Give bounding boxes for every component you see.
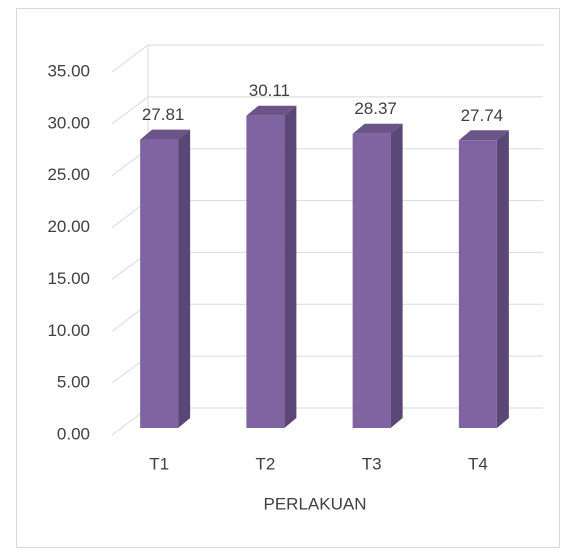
bar-side — [178, 129, 191, 429]
bar-top — [140, 129, 191, 140]
value-label: 27.74 — [461, 106, 504, 125]
bar-top — [458, 130, 509, 141]
y-tick-label: 10.00 — [47, 321, 90, 340]
y-tick-label: 0.00 — [57, 424, 90, 443]
bar — [140, 129, 191, 429]
bar — [458, 130, 509, 428]
value-label: 30.11 — [249, 81, 290, 100]
bar — [246, 105, 297, 429]
y-tick-label: 30.00 — [47, 113, 90, 132]
x-tick-label: T3 — [362, 454, 382, 473]
value-label: 27.81 — [142, 105, 185, 124]
bar-top — [352, 123, 403, 134]
y-tick-label: 5.00 — [57, 373, 90, 392]
bar-front — [246, 115, 285, 429]
value-label: 28.37 — [354, 99, 397, 118]
bar-front — [458, 140, 497, 428]
bar-front — [140, 139, 179, 429]
y-tick-label: 25.00 — [47, 165, 90, 184]
bar-top — [246, 105, 297, 116]
bar-side — [390, 123, 403, 428]
bar-front — [352, 133, 391, 428]
bar-side — [284, 105, 297, 429]
x-tick-label: T4 — [468, 454, 488, 473]
x-tick-label: T2 — [255, 454, 275, 473]
y-tick-label: 15.00 — [47, 269, 90, 288]
y-tick-label: 20.00 — [47, 217, 90, 236]
x-axis-title: PERLAKUAN — [264, 494, 367, 513]
bar-side — [496, 130, 509, 428]
bar — [352, 123, 403, 428]
y-tick-label: 35.00 — [47, 61, 90, 80]
x-tick-label: T1 — [149, 454, 169, 473]
